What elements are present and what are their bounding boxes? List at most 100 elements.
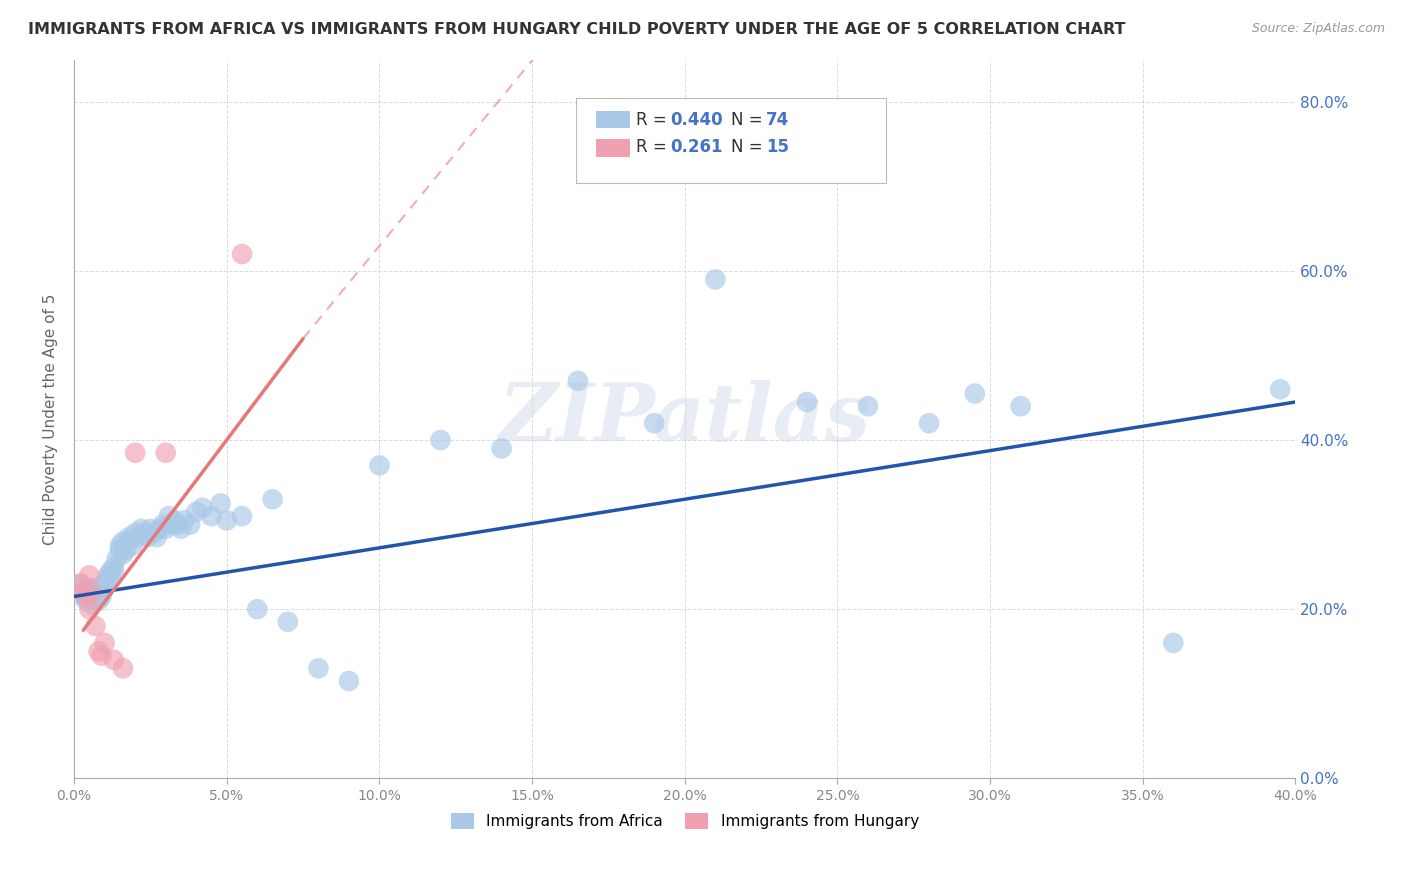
Point	[307, 661, 329, 675]
Point	[231, 247, 253, 261]
Point	[231, 509, 253, 524]
Point	[118, 530, 141, 544]
Text: 0.261: 0.261	[671, 138, 723, 156]
Point	[491, 442, 513, 456]
Point	[97, 573, 120, 587]
Text: Source: ZipAtlas.com: Source: ZipAtlas.com	[1251, 22, 1385, 36]
Point	[173, 513, 195, 527]
Text: 74: 74	[766, 111, 790, 128]
Point	[111, 661, 134, 675]
Point	[277, 615, 299, 629]
Point	[82, 585, 104, 599]
Text: 0.440: 0.440	[671, 111, 723, 128]
Point	[139, 522, 162, 536]
Text: 15: 15	[766, 138, 789, 156]
Point	[160, 517, 183, 532]
Point	[87, 593, 110, 607]
Point	[796, 395, 818, 409]
Point	[69, 576, 91, 591]
Point	[79, 590, 101, 604]
Point	[963, 386, 986, 401]
Point	[1010, 399, 1032, 413]
Point	[108, 543, 131, 558]
Point	[209, 496, 232, 510]
Point	[115, 543, 138, 558]
Point	[87, 644, 110, 658]
Point	[142, 526, 165, 541]
Point	[90, 648, 112, 663]
Point	[69, 576, 91, 591]
Point	[103, 564, 125, 578]
Point	[368, 458, 391, 473]
Point	[134, 526, 156, 541]
Point	[136, 530, 159, 544]
Point	[79, 585, 101, 599]
Point	[429, 433, 451, 447]
Point	[170, 522, 193, 536]
Point	[157, 509, 180, 524]
Point	[129, 522, 152, 536]
Point	[200, 509, 222, 524]
Point	[75, 593, 97, 607]
Point	[167, 517, 190, 532]
Point	[84, 590, 107, 604]
Point	[84, 619, 107, 633]
Point	[108, 539, 131, 553]
Point	[97, 568, 120, 582]
Point	[100, 564, 122, 578]
Point	[337, 673, 360, 688]
Text: N =: N =	[731, 138, 768, 156]
Point	[918, 416, 941, 430]
Text: R =: R =	[636, 111, 672, 128]
Point	[1163, 636, 1185, 650]
Point	[87, 581, 110, 595]
Point	[90, 590, 112, 604]
Point	[567, 374, 589, 388]
Point	[145, 530, 167, 544]
Point	[111, 534, 134, 549]
Point	[643, 416, 665, 430]
Point	[179, 517, 201, 532]
Y-axis label: Child Poverty Under the Age of 5: Child Poverty Under the Age of 5	[44, 293, 58, 545]
Point	[93, 576, 115, 591]
Point	[152, 517, 174, 532]
Point	[704, 272, 727, 286]
Point	[127, 530, 149, 544]
Point	[90, 585, 112, 599]
Point	[121, 539, 143, 553]
Text: ZIPatlas: ZIPatlas	[499, 380, 870, 458]
Point	[215, 513, 238, 527]
Point	[124, 446, 146, 460]
Point	[155, 446, 177, 460]
Point	[856, 399, 879, 413]
Point	[149, 522, 172, 536]
Point	[262, 492, 284, 507]
Text: R =: R =	[636, 138, 672, 156]
Point	[155, 522, 177, 536]
Point	[84, 585, 107, 599]
Point	[100, 568, 122, 582]
Point	[103, 559, 125, 574]
Point	[1270, 382, 1292, 396]
Point	[103, 653, 125, 667]
Point	[93, 581, 115, 595]
Point	[72, 585, 94, 599]
Point	[82, 581, 104, 595]
Point	[105, 551, 128, 566]
Point	[72, 585, 94, 599]
Point	[191, 500, 214, 515]
Point	[111, 547, 134, 561]
Point	[75, 590, 97, 604]
Point	[163, 513, 186, 527]
Text: N =: N =	[731, 111, 768, 128]
Point	[79, 568, 101, 582]
Text: IMMIGRANTS FROM AFRICA VS IMMIGRANTS FROM HUNGARY CHILD POVERTY UNDER THE AGE OF: IMMIGRANTS FROM AFRICA VS IMMIGRANTS FRO…	[28, 22, 1126, 37]
Point	[186, 505, 208, 519]
Point	[118, 534, 141, 549]
Point	[82, 598, 104, 612]
Point	[124, 526, 146, 541]
Point	[79, 602, 101, 616]
Point	[246, 602, 269, 616]
Point	[93, 636, 115, 650]
Legend: Immigrants from Africa, Immigrants from Hungary: Immigrants from Africa, Immigrants from …	[444, 807, 925, 835]
